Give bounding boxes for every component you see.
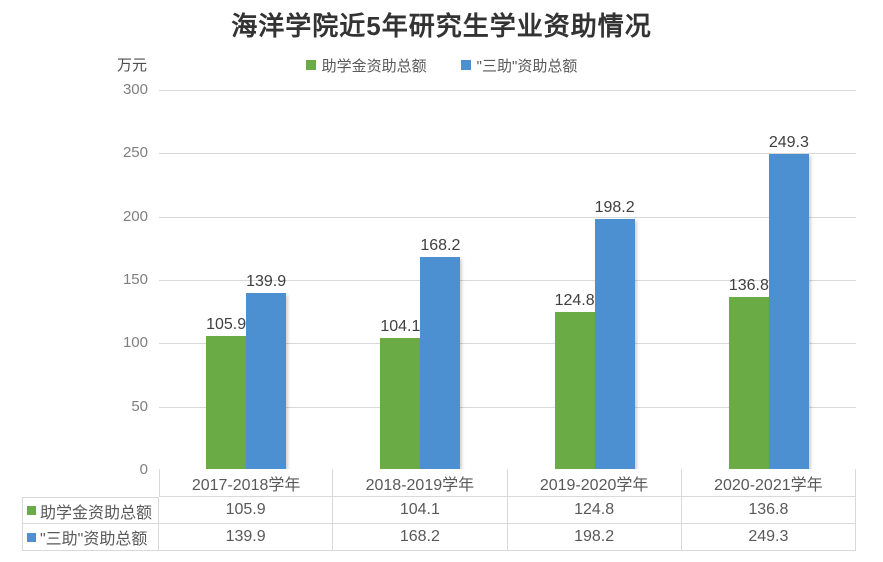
legend-item: "三助"资助总额 [460,55,578,76]
table-header-cell: 2018-2019学年 [333,469,508,497]
chart-title: 海洋学院近5年研究生学业资助情况 [231,11,652,41]
table-value-cell: 105.9 [159,497,334,524]
bar-blue-2019-2020学年 [594,218,635,470]
bar-data-label: 124.8 [554,291,595,309]
gridline [159,343,856,345]
y-axis-tick-label: 200 [122,207,148,225]
bar-green-2017-2018学年 [206,335,247,470]
table-header-cell: 2020-2021学年 [681,469,856,497]
gridline [159,406,856,408]
bar-data-label: 136.8 [728,276,769,294]
bar-data-label: 105.9 [206,315,247,333]
gridline [159,90,856,91]
bar-data-label: 168.2 [420,236,461,254]
table-value-cell: 104.1 [333,497,508,524]
table-value-cell: 249.3 [681,524,856,551]
y-axis-tick-label: 250 [122,144,148,162]
bar-data-label: 249.3 [768,134,809,152]
chart-legend: 助学金资助总额 "三助"资助总额 [0,55,883,75]
table-row-header: 助学金资助总额 [22,497,159,524]
y-axis-tick-labels: 0 50 100 150 200 250 300 [0,81,148,478]
table-value-cell: 124.8 [507,497,682,524]
table-value-cell: 139.9 [159,524,334,551]
bar-green-2019-2020学年 [554,311,595,470]
y-axis-tick-label: 50 [131,397,148,415]
table-row-header: "三助"资助总额 [22,524,159,551]
table-header-cell: 2017-2018学年 [159,469,334,497]
bar-blue-2020-2021学年 [768,154,809,470]
table-value-cell: 168.2 [333,524,508,551]
legend-key-swatch-icon [305,60,316,70]
gridline [159,280,856,281]
y-axis-tick-label: 0 [139,461,148,478]
plot-area: 105.9 139.9 104.1 168.2 124.8 198.2 136.8 249.3 [159,90,856,471]
bar-data-label: 104.1 [380,318,421,336]
table-row-key-swatch-icon [27,532,36,542]
table-row-key-swatch-icon [27,506,36,515]
bar-blue-2017-2018学年 [246,292,287,470]
table-value-cell: 136.8 [681,497,856,524]
gridline [159,153,856,155]
bar-green-2020-2021学年 [728,296,769,470]
bar-data-label: 198.2 [594,198,635,216]
table-row-header-label: 助学金资助总额 [40,504,153,522]
gridline [159,216,856,218]
table-header-cell: 2019-2020学年 [507,469,682,497]
data-table: 2017-2018学年 2018-2019学年 2019-2020学年 2020-20… [22,469,856,551]
bar-green-2018-2019学年 [380,338,421,470]
y-axis-tick-label: 300 [122,81,148,98]
y-axis-unit-label: 万元 [117,57,148,74]
bar-data-label: 139.9 [246,272,287,290]
legend-item-label: 助学金资助总额 [321,57,427,75]
table-value-cell: 198.2 [507,524,682,551]
y-axis-tick-label: 100 [122,334,148,352]
legend-key-swatch-icon [460,60,471,70]
legend-item-label: "三助"资助总额 [476,57,578,75]
bar-blue-2018-2019学年 [420,256,461,470]
y-axis-tick-label: 150 [122,271,148,288]
legend-item: 助学金资助总额 [305,55,427,76]
table-row-header-label: "三助"资助总额 [40,531,148,548]
